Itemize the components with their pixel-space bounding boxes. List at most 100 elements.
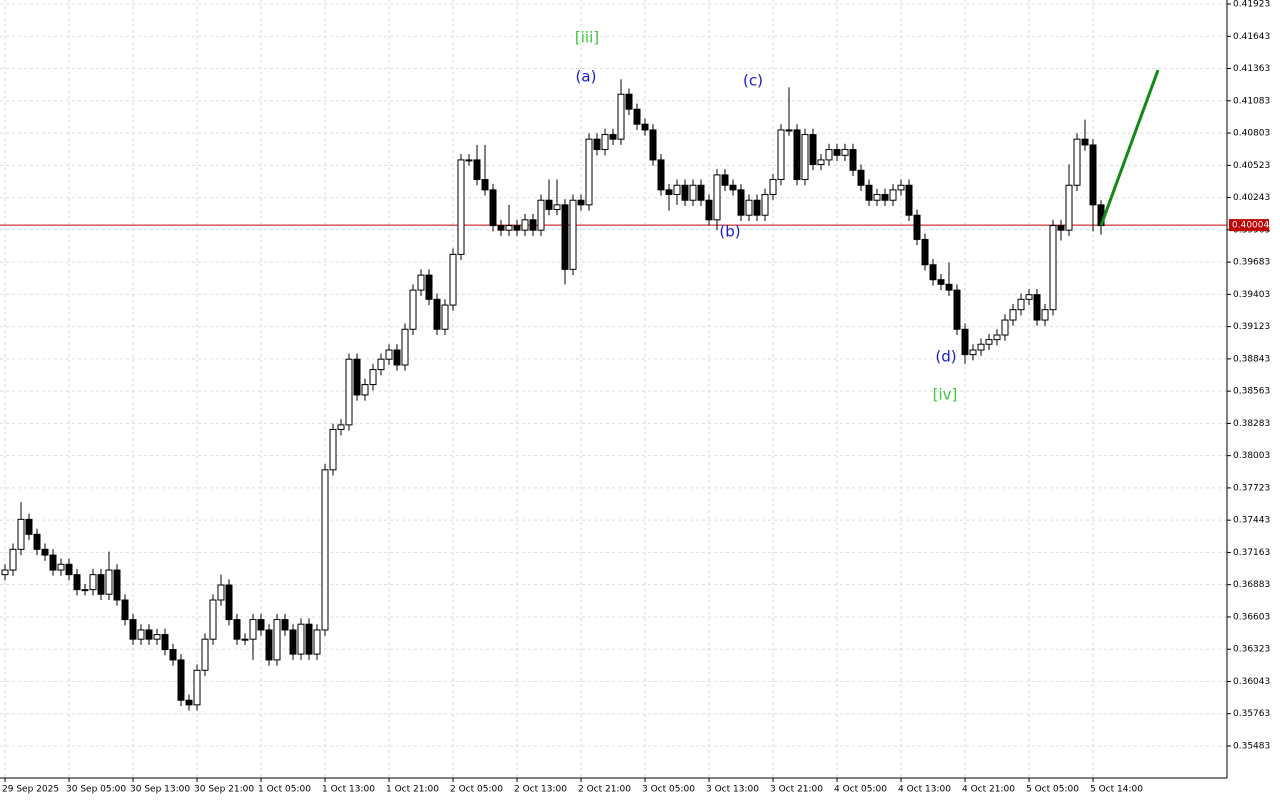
candle-body (257, 619, 265, 631)
candle-body (505, 225, 513, 231)
x-tick-label: 2 Oct 13:00 (514, 785, 567, 795)
candle-body (329, 428, 337, 471)
y-tick-label: 0.36603 (1233, 612, 1270, 622)
candle-body (457, 159, 465, 255)
candle-body (609, 134, 617, 140)
candle-body (241, 638, 249, 641)
y-tick-label: 0.39123 (1233, 322, 1270, 332)
candle-body (321, 469, 329, 631)
y-tick-label: 0.38563 (1233, 387, 1270, 397)
y-tick-label: 0.37163 (1233, 548, 1270, 558)
candle-body (753, 199, 761, 216)
candle-body (1009, 309, 1017, 321)
y-tick-label: 0.37443 (1233, 516, 1270, 526)
candle-body (585, 138, 593, 206)
candle-body (425, 274, 433, 300)
y-tick-label: 0.35483 (1233, 741, 1270, 751)
y-tick-label: 0.38843 (1233, 354, 1270, 364)
candle-body (337, 424, 345, 430)
candle-body (57, 563, 65, 571)
candle-body (169, 649, 177, 661)
candle-body (745, 199, 753, 216)
x-tick-label: 5 Oct 14:00 (1090, 785, 1143, 795)
candle-body (129, 619, 137, 640)
candle-body (209, 599, 217, 640)
x-tick-label: 5 Oct 05:00 (1026, 785, 1079, 795)
candle-body (977, 343, 985, 351)
candle-body (249, 619, 257, 640)
candle-body (873, 193, 881, 201)
candle-body (657, 159, 665, 191)
candle-body (953, 289, 961, 330)
candle-body (137, 629, 145, 640)
candle-body (313, 629, 321, 655)
candle-body (201, 638, 209, 671)
candle-body (113, 569, 121, 601)
candle-body (305, 623, 313, 655)
candle-body (633, 108, 641, 125)
candle-body (513, 225, 521, 231)
candle-body (969, 349, 977, 356)
candle-body (233, 619, 241, 640)
candle-body (857, 169, 865, 186)
candle-body (153, 634, 161, 640)
candle-body (297, 623, 305, 655)
candle-body (401, 328, 409, 366)
candle-body (817, 159, 825, 166)
candle-body (33, 533, 41, 550)
wave-label: (a) (576, 68, 597, 86)
y-tick-label: 0.38283 (1233, 419, 1270, 429)
candle-body (1017, 298, 1025, 311)
x-tick-label: 1 Oct 05:00 (258, 785, 311, 795)
candle-body (281, 619, 289, 631)
y-tick-label: 0.41083 (1233, 96, 1270, 106)
candle-body (361, 384, 369, 396)
x-tick-label: 4 Oct 13:00 (898, 785, 951, 795)
last-price-label: 0.40004 (1232, 221, 1269, 231)
candle-body (1049, 225, 1057, 311)
wave-label: (b) (719, 223, 740, 241)
y-tick-label: 0.41363 (1233, 64, 1270, 74)
candle-body (369, 369, 377, 386)
candle-body (841, 149, 849, 156)
y-tick-label: 0.39683 (1233, 258, 1270, 268)
candle-body (617, 93, 625, 140)
candle-body (761, 193, 769, 216)
candle-body (185, 699, 193, 706)
y-tick-label: 0.40523 (1233, 161, 1270, 171)
candle-body (1081, 138, 1089, 146)
candle-body (1025, 294, 1033, 300)
candle-body (1065, 184, 1073, 231)
candle-body (417, 274, 425, 291)
candle-body (697, 184, 705, 201)
candle-body (593, 138, 601, 151)
last-price-badge (1229, 219, 1269, 232)
x-tick-label: 30 Sep 21:00 (194, 785, 254, 795)
y-tick-label: 0.36043 (1233, 677, 1270, 687)
y-tick-label: 0.37723 (1233, 483, 1270, 493)
candle-body (1, 569, 9, 576)
x-tick-label: 1 Oct 21:00 (386, 785, 439, 795)
candle-body (881, 193, 889, 201)
candle-body (409, 289, 417, 330)
candle-body (121, 599, 129, 621)
x-tick-label: 2 Oct 05:00 (450, 785, 503, 795)
candle-body (649, 129, 657, 161)
candle-body (929, 264, 937, 281)
candle-body (17, 518, 25, 550)
candle-body (673, 184, 681, 195)
y-tick-label: 0.36883 (1233, 580, 1270, 590)
candle-body (641, 123, 649, 131)
candle-body (1089, 144, 1097, 206)
candle-body (625, 93, 633, 110)
candle-body (985, 339, 993, 345)
y-tick-label: 0.35763 (1233, 709, 1270, 719)
candle-body (377, 358, 385, 371)
candle-body (601, 134, 609, 151)
x-tick-label: 29 Sep 2025 (2, 785, 59, 795)
candle-body (825, 149, 833, 161)
candle-body (1057, 225, 1065, 231)
candle-body (913, 214, 921, 240)
